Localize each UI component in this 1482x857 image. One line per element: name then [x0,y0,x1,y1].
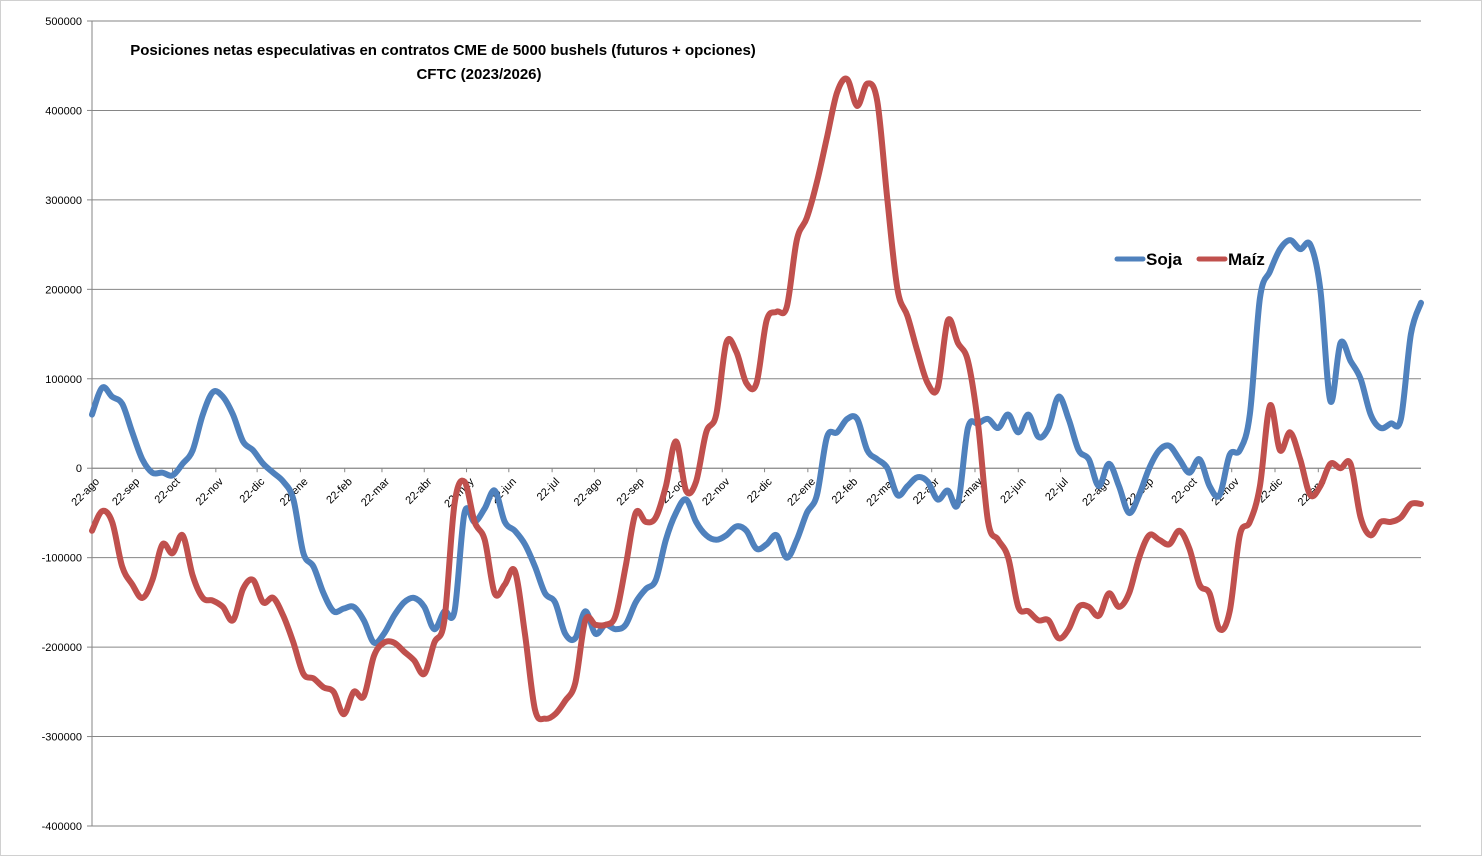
y-tick-label: 0 [76,463,82,475]
y-tick-label: 400000 [45,105,82,117]
y-tick-label: -300000 [42,732,82,744]
y-tick-labels: -400000 -300000 -200000 -100000 0 100000 20000… [42,16,82,833]
x-tick-label: 22-oct [153,476,183,506]
x-tick-label: 22-jun [998,476,1028,506]
chart-subtitle: CFTC (2023/2026) [416,66,541,83]
x-tick-label: 22-abr [403,476,434,507]
x-tick-label: 22-jul [535,476,563,504]
x-tick-label: 22-feb [830,476,861,507]
series-line-maiz [89,75,1424,723]
x-tick-label: 22-nov [194,476,227,509]
x-tick-label: 22-sep [110,476,142,508]
y-tick-label: -200000 [42,642,82,654]
x-tick-label: 22-feb [324,476,355,507]
chart-title-block: Posiciones netas especulativas en contra… [130,42,756,83]
y-tick-label: -400000 [42,821,82,833]
y-tick-label: 500000 [45,16,82,28]
axes [87,20,1421,827]
x-tick-label: 22-ago [572,476,605,509]
x-tick-label: 22-sep [615,476,647,508]
x-tick-label: 22-dic [238,476,268,506]
legend-label-maiz: Maíz [1228,250,1265,269]
x-tick-label: 22-mar [359,476,392,509]
legend: Soja Maíz [1114,250,1265,269]
legend-label-soja: Soja [1146,250,1182,269]
y-tick-label: 300000 [45,195,82,207]
x-tick-label: 22-jul [1043,476,1071,504]
chart-title: Posiciones netas especulativas en contra… [130,42,756,59]
x-tick-label: 22-ago [69,476,102,509]
gridlines [92,20,1421,827]
series-lines [89,75,1424,723]
x-tick-label: 22-nov [700,476,733,509]
y-tick-label: 100000 [45,374,82,386]
x-tick-label: 22-oct [1169,476,1199,506]
series-line-soja [89,237,1424,647]
y-tick-label: -100000 [42,553,82,565]
y-tick-label: 200000 [45,284,82,296]
x-tick-label: 22-dic [745,476,775,506]
